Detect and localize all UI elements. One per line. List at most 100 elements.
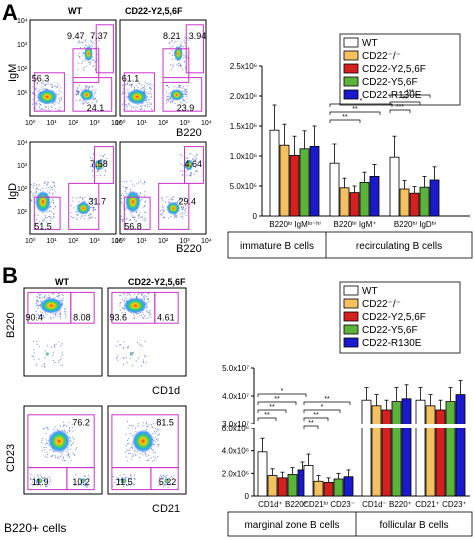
flow-event <box>138 292 140 294</box>
flow-event <box>48 476 50 478</box>
flow-event <box>35 191 38 193</box>
flow-event <box>41 108 43 110</box>
flow-event <box>145 317 147 319</box>
flow-event <box>45 314 47 316</box>
flow-event <box>136 183 138 185</box>
flow-event <box>144 453 147 455</box>
flow-event <box>184 197 187 199</box>
flow-event <box>129 219 131 221</box>
flow-event <box>160 210 162 212</box>
flow-event <box>162 211 164 213</box>
group-box <box>227 511 473 537</box>
flow-event <box>131 443 133 445</box>
flow-event <box>82 198 84 200</box>
flow-event <box>157 434 159 436</box>
flow-event <box>142 312 144 314</box>
flow-event <box>54 205 56 207</box>
flow-event <box>171 199 173 201</box>
flow-event <box>55 206 57 208</box>
flow-event <box>122 293 125 295</box>
significance-bracket <box>389 101 421 105</box>
flow-event <box>52 313 54 315</box>
flow-event <box>36 304 39 306</box>
flow-event <box>139 108 141 110</box>
x-tick-label: 10² <box>68 120 79 127</box>
flow-event <box>146 302 148 304</box>
flow-event <box>44 296 46 298</box>
flow-event <box>142 422 144 424</box>
flow-event <box>178 62 180 65</box>
flow-event <box>31 355 33 357</box>
flow-event <box>196 154 198 156</box>
flow-event <box>158 484 160 486</box>
flow-event <box>32 86 34 88</box>
density-core <box>84 45 93 62</box>
flow-event <box>166 102 168 104</box>
flow-event <box>128 443 130 445</box>
flow-event <box>183 39 185 41</box>
flow-event <box>166 99 168 101</box>
flow-event <box>76 89 78 91</box>
flow-event <box>65 308 67 310</box>
legend-frame <box>339 33 461 106</box>
legend-label: CD22-R130E <box>362 338 422 349</box>
flow-event <box>88 61 90 63</box>
flow-event <box>126 450 128 452</box>
flow-event <box>35 88 37 90</box>
gate <box>72 48 100 83</box>
flow-event <box>172 64 174 66</box>
flow-event <box>112 476 114 478</box>
flow-event <box>140 106 142 108</box>
flow-event <box>193 173 195 175</box>
bar <box>267 475 278 497</box>
flow-event <box>122 348 124 350</box>
flow-event <box>185 215 187 217</box>
legend-label: CD22⁻/⁻ <box>362 299 401 310</box>
flow-event <box>180 65 182 67</box>
flow-event <box>42 296 44 299</box>
flow-event <box>77 484 79 486</box>
legend-label: CD22-Y5,6F <box>362 77 418 88</box>
flow-event <box>147 298 149 300</box>
flow-event <box>35 102 37 104</box>
flow-event <box>141 183 143 185</box>
y-tick-label: 10⁴ <box>17 140 28 147</box>
flow-event <box>55 85 57 87</box>
flow-event <box>154 432 156 434</box>
x-tick-label: 10⁴ <box>201 120 212 127</box>
flow-event <box>149 87 151 89</box>
flow-event <box>91 199 93 201</box>
flow-event <box>80 483 82 485</box>
flow-event <box>168 99 170 101</box>
y-tick-label: 10¹ <box>17 209 28 216</box>
flow-event <box>160 476 162 478</box>
legend-swatch <box>343 298 359 309</box>
y-axis-label: B220 <box>5 312 17 338</box>
flow-event <box>147 92 149 94</box>
flow-event <box>141 316 144 319</box>
y-axis-label: IgM <box>7 64 19 82</box>
category-label: CD21ʰⁱ CD23⁻ <box>303 500 355 509</box>
flow-event <box>182 170 184 172</box>
flow-event <box>91 86 94 88</box>
flow-event <box>156 422 158 424</box>
flow-event <box>128 293 130 295</box>
flow-event <box>169 97 171 100</box>
legend-swatch <box>343 76 359 87</box>
y-axis-label: CD23 <box>5 444 17 472</box>
density-core <box>94 159 104 171</box>
flow-event <box>133 107 135 109</box>
flow-event <box>139 211 141 213</box>
flow-event <box>180 198 182 200</box>
flow-event <box>184 36 186 38</box>
legend-frame <box>339 281 461 354</box>
flow-event <box>65 311 67 313</box>
flow-event <box>181 208 183 210</box>
flow-event <box>53 201 55 204</box>
flow-event <box>157 440 159 442</box>
flow-event <box>150 103 152 106</box>
flow-event <box>123 301 125 303</box>
bar <box>435 409 446 497</box>
flow-event <box>44 84 47 86</box>
flow-event <box>187 58 189 60</box>
